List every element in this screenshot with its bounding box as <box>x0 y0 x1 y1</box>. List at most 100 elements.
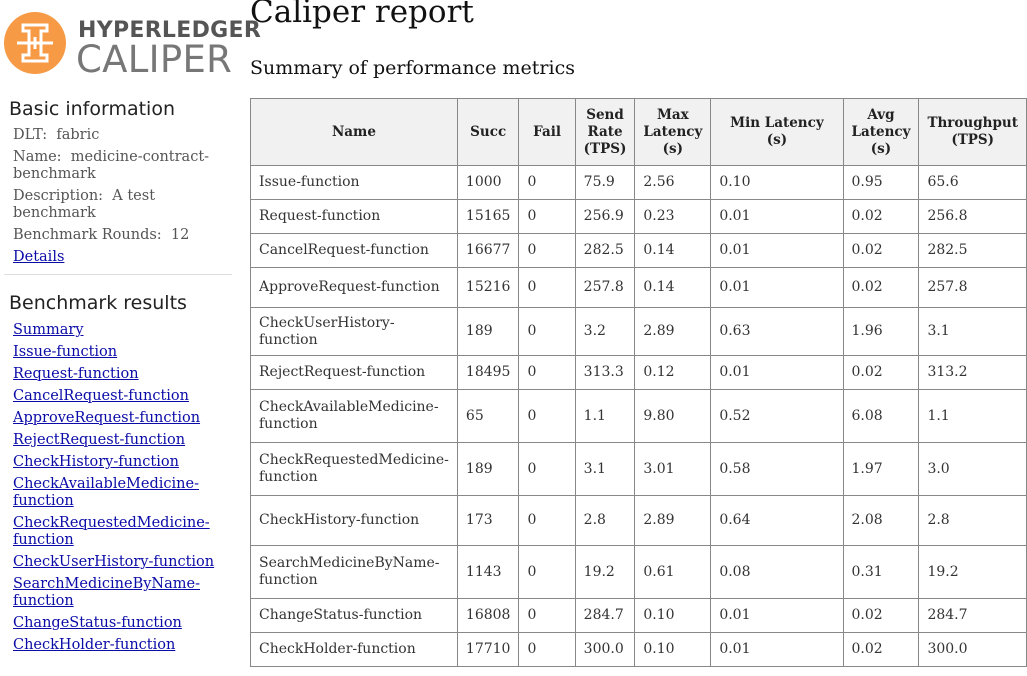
result-link-rejectrequest-function[interactable]: RejectRequest-function <box>13 432 186 448</box>
metrics-table: Name Succ Fail Send Rate (TPS) Max Latency (… <box>250 98 1027 667</box>
sidebar-divider <box>4 274 232 275</box>
row-value-cell: 0.01 <box>710 267 844 308</box>
row-value-cell: 189 <box>456 307 520 356</box>
benchmark-results-heading: Benchmark results <box>9 292 187 314</box>
row-value-cell: 1143 <box>456 545 520 599</box>
row-value-cell: 0.64 <box>710 495 844 546</box>
result-link-searchmedicinebyname-function[interactable]: SearchMedicineByName-function <box>13 576 200 609</box>
result-link-checkholder-function[interactable]: CheckHolder-function <box>13 637 176 653</box>
row-name-cell: ChangeStatus-function <box>250 598 458 633</box>
result-link-item: CancelRequest-function <box>13 388 228 405</box>
result-link-checkuserhistory-function[interactable]: CheckUserHistory-function <box>13 554 215 570</box>
row-value-cell: 65.6 <box>918 165 1027 200</box>
row-value-cell: 0.02 <box>842 598 920 633</box>
result-link-request-function[interactable]: Request-function <box>13 366 139 382</box>
table-row: CheckAvailableMedicine-function 65 0 1.1 9.8… <box>250 389 1027 443</box>
row-value-cell: 0.10 <box>710 165 844 200</box>
row-value-cell: 0.02 <box>842 632 920 667</box>
logo-text-hyperledger: HYPERLEDGER <box>78 18 262 43</box>
row-value-cell: 0.02 <box>842 355 920 390</box>
row-name-cell: CheckHistory-function <box>250 495 458 546</box>
row-value-cell: 0 <box>518 389 576 443</box>
row-value-cell: 0.01 <box>710 355 844 390</box>
row-value-cell: 3.0 <box>918 442 1027 496</box>
row-value-cell: 3.2 <box>574 307 636 356</box>
result-link-summary[interactable]: Summary <box>13 322 84 338</box>
result-link-item: ChangeStatus-function <box>13 615 228 632</box>
basic-info: DLT: fabric Name: medicine-contract-benc… <box>13 127 223 271</box>
page-title: Caliper report <box>250 0 474 30</box>
row-value-cell: 0.08 <box>710 545 844 599</box>
description-row: Description: A test benchmark <box>13 188 223 222</box>
row-value-cell: 0.31 <box>842 545 920 599</box>
row-value-cell: 256.9 <box>574 199 636 234</box>
caliper-logo: HYPERLEDGER CALIPER <box>3 8 261 81</box>
row-value-cell: 284.7 <box>574 598 636 633</box>
row-value-cell: 0 <box>518 267 576 308</box>
row-value-cell: 0 <box>518 165 576 200</box>
row-value-cell: 0 <box>518 545 576 599</box>
row-value-cell: 65 <box>456 389 520 443</box>
row-value-cell: 257.8 <box>574 267 636 308</box>
name-value: medicine-contract-benchmark <box>13 149 210 182</box>
row-name-cell: RejectRequest-function <box>250 355 458 390</box>
result-link-approverequest-function[interactable]: ApproveRequest-function <box>13 410 201 426</box>
table-row: Issue-function 1000 0 75.9 2.56 0.10 0.95 65.6 <box>250 165 1027 200</box>
table-row: ChangeStatus-function 16808 0 284.7 0.10 0.01… <box>250 598 1027 633</box>
table-row: CancelRequest-function 16677 0 282.5 0.14 0.0… <box>250 233 1027 268</box>
result-link-checkavailablemedicine-function[interactable]: CheckAvailableMedicine-function <box>13 476 199 509</box>
row-value-cell: 0.02 <box>842 199 920 234</box>
row-value-cell: 313.3 <box>574 355 636 390</box>
column-header-fail: Fail <box>518 98 576 166</box>
column-header-avg-latency-s: Avg Latency (s) <box>842 98 920 166</box>
row-value-cell: 2.8 <box>918 495 1027 546</box>
table-row: CheckHistory-function 173 0 2.8 2.89 0.64 2.08… <box>250 495 1027 546</box>
result-link-item: CheckHistory-function <box>13 454 228 471</box>
result-link-checkhistory-function[interactable]: CheckHistory-function <box>13 454 179 470</box>
row-value-cell: 0.95 <box>842 165 920 200</box>
row-value-cell: 0.63 <box>710 307 844 356</box>
description-value: A test benchmark <box>13 188 156 221</box>
result-link-item: CheckAvailableMedicine-function <box>13 476 228 510</box>
row-value-cell: 1000 <box>456 165 520 200</box>
result-link-item: Request-function <box>13 366 228 383</box>
details-link[interactable]: Details <box>13 249 65 265</box>
result-link-cancelrequest-function[interactable]: CancelRequest-function <box>13 388 189 404</box>
row-value-cell: 0.10 <box>634 598 712 633</box>
basic-info-heading: Basic information <box>9 98 175 120</box>
column-header-max-latency-s: Max Latency (s) <box>634 98 712 166</box>
row-value-cell: 300.0 <box>574 632 636 667</box>
row-value-cell: 0 <box>518 355 576 390</box>
details-row: Details <box>13 249 223 266</box>
hyperledger-caliper-logo-icon <box>4 12 66 74</box>
row-value-cell: 3.1 <box>574 442 636 496</box>
row-value-cell: 0.61 <box>634 545 712 599</box>
row-value-cell: 1.1 <box>574 389 636 443</box>
row-value-cell: 0.14 <box>634 233 712 268</box>
row-value-cell: 2.8 <box>574 495 636 546</box>
row-value-cell: 0 <box>518 233 576 268</box>
row-name-cell: CheckRequestedMedicine-function <box>250 442 458 496</box>
row-value-cell: 19.2 <box>918 545 1027 599</box>
result-link-changestatus-function[interactable]: ChangeStatus-function <box>13 615 182 631</box>
row-value-cell: 9.80 <box>634 389 712 443</box>
row-value-cell: 1.1 <box>918 389 1027 443</box>
row-value-cell: 6.08 <box>842 389 920 443</box>
dlt-label: DLT: <box>13 127 48 143</box>
dlt-value: fabric <box>56 127 100 143</box>
row-value-cell: 257.8 <box>918 267 1027 308</box>
logo-text-caliper: CALIPER <box>76 38 233 81</box>
row-value-cell: 3.1 <box>918 307 1027 356</box>
result-link-checkrequestedmedicine-function[interactable]: CheckRequestedMedicine-function <box>13 515 210 548</box>
table-row: CheckRequestedMedicine-function 189 0 3.1 3.… <box>250 442 1027 496</box>
row-value-cell: 300.0 <box>918 632 1027 667</box>
row-value-cell: 3.01 <box>634 442 712 496</box>
row-value-cell: 17710 <box>456 632 520 667</box>
row-value-cell: 173 <box>456 495 520 546</box>
row-value-cell: 0.12 <box>634 355 712 390</box>
rounds-value: 12 <box>170 227 190 243</box>
row-value-cell: 0 <box>518 442 576 496</box>
row-value-cell: 282.5 <box>574 233 636 268</box>
result-link-issue-function[interactable]: Issue-function <box>13 344 118 360</box>
rounds-label: Benchmark Rounds: <box>13 227 162 243</box>
